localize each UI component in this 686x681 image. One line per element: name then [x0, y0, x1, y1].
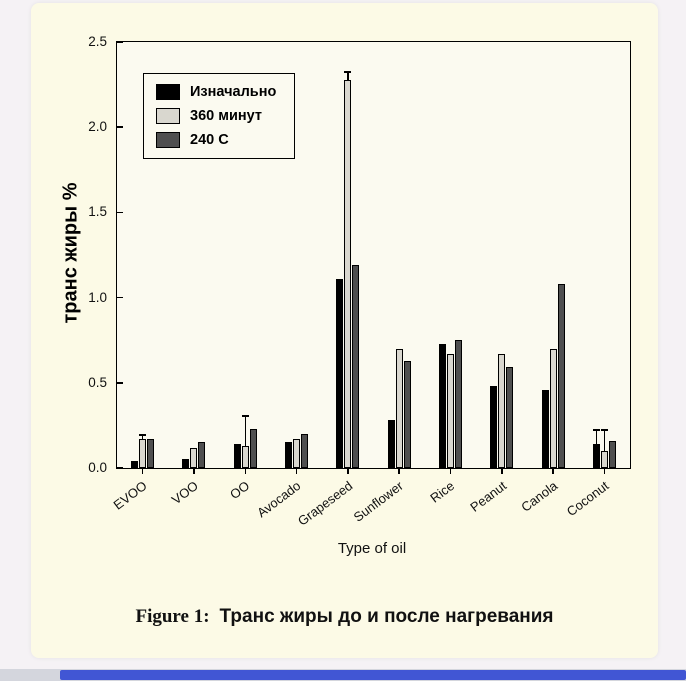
- bar-peanut-series3: [506, 367, 514, 468]
- caption-label: Figure 1:: [135, 606, 210, 627]
- legend-label: 240 C: [190, 132, 229, 148]
- bar-peanut-series2: [498, 353, 506, 468]
- y-tick-mark: [117, 382, 123, 384]
- bar-rice-series3: [454, 340, 462, 468]
- bar-grapeseed-series3: [352, 265, 360, 468]
- y-tick-mark: [117, 41, 123, 43]
- legend-swatch: [156, 84, 180, 100]
- legend-item-2: 360 минут: [156, 108, 276, 124]
- legend: Изначально 360 минут 240 C: [143, 73, 296, 159]
- bar-canola-series1: [541, 389, 549, 468]
- bar-canola-series3: [557, 283, 565, 468]
- x-tick-mark: [347, 468, 349, 474]
- x-category-label: Coconut: [563, 478, 612, 520]
- y-tick-mark: [117, 467, 123, 469]
- bar-sunflower-series3: [403, 360, 411, 468]
- bar-voo-series2: [190, 447, 198, 468]
- bar-avocado-series1: [285, 442, 293, 468]
- bar-sunflower-series1: [387, 420, 395, 468]
- bar-canola-series2: [549, 348, 557, 468]
- y-tick-label: 2.0: [88, 119, 107, 135]
- error-bar-line: [595, 430, 598, 445]
- x-tick-mark: [244, 468, 246, 474]
- bar-avocado-series2: [293, 439, 301, 468]
- y-tick-mark: [117, 126, 123, 128]
- x-tick-mark: [398, 468, 400, 474]
- x-category-label: EVOO: [110, 478, 150, 513]
- x-category-label: Grapeseed: [294, 478, 355, 529]
- x-tick-mark: [193, 468, 195, 474]
- error-bar-cap: [344, 71, 352, 73]
- bar-coconut-series3: [608, 440, 616, 468]
- horizontal-scrollbar-thumb[interactable]: [60, 670, 686, 680]
- legend-swatch: [156, 108, 180, 124]
- bar-rice-series2: [446, 353, 454, 468]
- bar-avocado-series3: [301, 433, 309, 468]
- x-category-label: Sunflower: [350, 478, 407, 525]
- error-bar-cap: [592, 429, 600, 431]
- x-category-label: OO: [227, 478, 253, 503]
- error-bar-cap: [600, 429, 608, 431]
- y-tick-label: 0.0: [88, 460, 107, 475]
- y-tick-label: 2.5: [88, 34, 107, 49]
- legend-label: Изначально: [190, 84, 277, 100]
- x-tick-mark: [295, 468, 298, 474]
- figure-caption: Figure 1: Транс жиры до и после нагревани…: [31, 606, 658, 628]
- x-tick-mark: [501, 468, 503, 474]
- bar-coconut-series2: [600, 450, 608, 468]
- x-category-label: Canola: [518, 478, 561, 515]
- bar-voo-series1: [182, 459, 190, 468]
- y-tick-label: 0.5: [88, 374, 107, 390]
- bar-rice-series1: [438, 343, 446, 468]
- error-bar-line: [141, 435, 144, 440]
- bar-voo-series3: [198, 442, 206, 468]
- x-tick-mark: [603, 468, 606, 474]
- error-bar-cap: [139, 434, 147, 436]
- x-category-label: Peanut: [466, 478, 509, 515]
- x-tick-mark: [552, 468, 554, 474]
- bar-evoo-series2: [139, 439, 147, 468]
- y-tick-label: 1.0: [88, 289, 107, 305]
- x-axis-label: Type of oil: [337, 540, 407, 557]
- legend-swatch: [156, 132, 180, 148]
- bar-peanut-series1: [490, 386, 498, 468]
- plot-area: Изначально 360 минут 240 C 0.0 0.5 1.0 1.5 2.0…: [88, 34, 631, 529]
- bar-evoo-series3: [147, 439, 155, 468]
- x-category-label: Rice: [427, 478, 458, 506]
- error-bar-line: [603, 430, 606, 451]
- x-category-label: Avocado: [254, 478, 304, 521]
- bar-oo-series1: [233, 444, 241, 468]
- y-tick-mark: [117, 211, 123, 214]
- x-category-label: VOO: [168, 478, 201, 508]
- horizontal-scrollbar-track: [0, 669, 686, 681]
- y-tick-mark: [117, 296, 123, 299]
- legend-item-1: Изначально: [156, 84, 276, 100]
- figure-card: транс жиры % Изначально 360 минут 240 C 0.…: [31, 3, 658, 658]
- bar-sunflower-series2: [395, 348, 403, 468]
- x-tick-mark: [449, 468, 452, 474]
- bar-oo-series2: [241, 445, 249, 468]
- bar-oo-series3: [249, 428, 257, 468]
- x-tick-mark: [141, 468, 144, 474]
- bar-grapeseed-series1: [336, 278, 344, 468]
- legend-item-3: 240 C: [156, 132, 276, 148]
- error-bar-line: [347, 72, 349, 80]
- bar-coconut-series1: [592, 444, 600, 468]
- error-bar-line: [244, 416, 246, 446]
- y-tick-label: 1.5: [88, 204, 107, 220]
- bar-evoo-series1: [131, 461, 139, 468]
- caption-text: Транс жиры до и после нагревания: [219, 606, 554, 627]
- bar-grapeseed-series2: [344, 79, 352, 468]
- error-bar-cap: [241, 415, 249, 417]
- legend-label: 360 минут: [190, 108, 262, 124]
